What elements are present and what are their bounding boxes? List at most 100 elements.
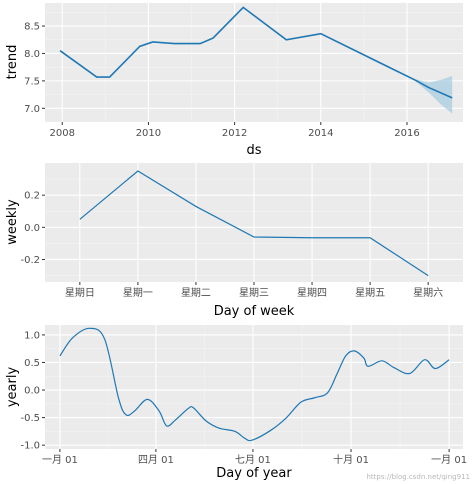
weekly-y-axis-title: weekly	[5, 199, 20, 245]
y-tick-label: 8.5	[24, 22, 40, 33]
data-point	[234, 430, 236, 432]
data-point	[146, 398, 148, 400]
trend-x-axis-title: ds	[246, 143, 261, 158]
data-point	[434, 367, 436, 369]
data-point	[423, 359, 425, 361]
data-point	[125, 414, 127, 416]
data-point	[243, 437, 245, 439]
data-point	[133, 410, 135, 412]
data-point	[96, 76, 98, 78]
yearly-x-axis-title: Day of year	[216, 466, 292, 481]
trend-panel: 7.0 7.5 8.0 8.5 2008 2010 2012 2014 2016 ds tre…	[5, 3, 463, 158]
x-tick-label: 一月 01	[431, 454, 467, 466]
data-point	[174, 419, 176, 421]
x-tick-label: 2016	[394, 128, 419, 139]
trend-y-axis-title: trend	[5, 45, 20, 80]
yearly-line	[59, 327, 450, 442]
x-tick-label: 一月 01	[42, 454, 78, 466]
weekly-x-axis-title: Day of week	[214, 304, 295, 319]
y-tick-label: 0.0	[24, 386, 40, 397]
y-tick-label: 8.0	[24, 49, 40, 60]
data-point	[173, 42, 175, 44]
x-tick-label: 星期三	[239, 287, 269, 299]
data-point	[369, 237, 371, 239]
trend-x-ticks: 2008 2010 2012 2014 2016	[50, 122, 420, 139]
data-point	[104, 338, 106, 340]
data-point	[353, 350, 355, 352]
data-point	[79, 218, 81, 220]
data-point	[427, 86, 429, 88]
data-point	[242, 6, 244, 8]
y-tick-label: 0.0	[24, 223, 40, 234]
yearly-plot-background	[45, 325, 463, 449]
y-tick-label: 0.5	[24, 358, 40, 369]
data-point	[300, 401, 302, 403]
x-tick-label: 七月 01	[235, 454, 271, 466]
data-point	[285, 39, 287, 41]
data-point	[451, 97, 453, 99]
data-point	[187, 408, 189, 410]
data-point	[251, 439, 253, 441]
trend-gridlines	[45, 3, 463, 122]
data-point	[152, 41, 154, 43]
yearly-gridlines	[45, 325, 463, 449]
data-point	[427, 274, 429, 276]
data-point	[363, 357, 365, 359]
weekly-x-ticks: 星期日 星期一 星期二 星期三 星期四 星期五 星期六	[65, 282, 443, 299]
x-tick-label: 十月 01	[333, 453, 369, 466]
data-point	[212, 37, 214, 39]
y-tick-label: -1.0	[20, 441, 40, 452]
data-point	[367, 365, 369, 367]
data-point	[408, 372, 410, 374]
data-point	[218, 427, 220, 429]
data-point	[414, 79, 416, 81]
data-point	[311, 237, 313, 239]
data-point	[59, 50, 61, 52]
data-point	[205, 420, 207, 422]
data-point	[199, 42, 201, 44]
y-tick-label: -0.2	[20, 255, 40, 266]
watermark: https://blog.csdn.net/qing911	[366, 473, 470, 481]
data-point	[192, 406, 194, 408]
y-tick-label: 7.0	[24, 104, 40, 115]
x-tick-label: 星期四	[297, 287, 327, 299]
y-tick-label: 0.2	[24, 191, 40, 202]
data-point	[59, 355, 61, 357]
weekly-y-ticks: -0.2 0.0 0.2	[20, 191, 45, 266]
trend-line	[59, 6, 453, 99]
x-tick-label: 2008	[50, 128, 75, 139]
yearly-panel: -1.0-0.50.00.51.0 一月 01 四月 01 七月 01 十月 01 一月…	[5, 325, 467, 481]
trend-y-ticks: 7.0 7.5 8.0 8.5	[24, 22, 45, 115]
data-point	[72, 336, 74, 338]
y-tick-label: 7.5	[24, 76, 40, 87]
x-tick-label: 2010	[136, 128, 161, 139]
x-tick-label: 星期日	[65, 287, 95, 299]
data-point	[137, 170, 139, 172]
data-point	[448, 359, 450, 361]
x-tick-label: 星期二	[181, 287, 211, 299]
data-point	[285, 417, 287, 419]
yearly-x-ticks: 一月 01 四月 01 七月 01 十月 01 一月 01	[42, 449, 467, 466]
data-point	[326, 392, 328, 394]
yearly-y-ticks: -1.0 -0.5 0.0 0.5 1.0	[20, 330, 45, 452]
x-tick-label: 星期五	[355, 287, 385, 299]
yearly-y-axis-title: yearly	[5, 367, 20, 408]
data-point	[108, 76, 110, 78]
data-point	[392, 366, 394, 368]
x-tick-label: 星期六	[413, 287, 443, 299]
x-tick-label: 四月 01	[138, 454, 174, 466]
data-point	[269, 430, 271, 432]
weekly-gridlines	[45, 163, 463, 282]
y-tick-label: -0.5	[20, 413, 40, 424]
trend-plot-background	[45, 3, 463, 122]
data-point	[89, 327, 91, 329]
data-point	[139, 45, 141, 47]
data-point	[117, 397, 119, 399]
data-point	[320, 33, 322, 35]
data-point	[345, 355, 347, 357]
data-point	[314, 397, 316, 399]
data-point	[336, 372, 338, 374]
weekly-line	[79, 170, 429, 277]
data-point	[195, 205, 197, 207]
